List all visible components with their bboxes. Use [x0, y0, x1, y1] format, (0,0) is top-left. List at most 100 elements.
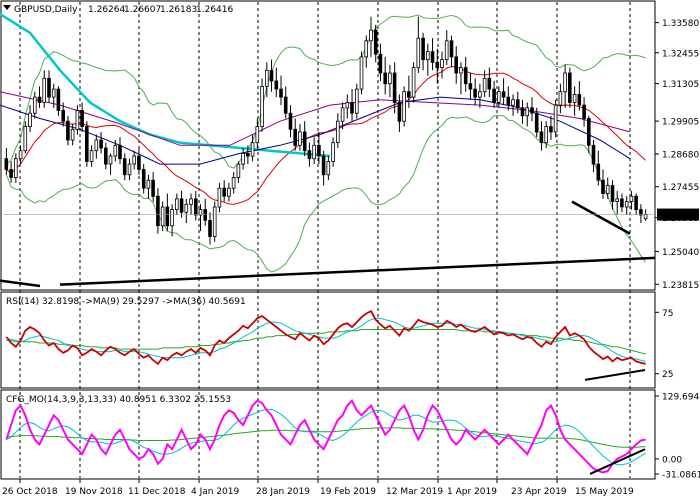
candle: [454, 46, 458, 84]
candle: [634, 193, 638, 215]
candle: [520, 99, 525, 124]
candle: [160, 201, 165, 232]
candle-body: [373, 29, 378, 55]
candle-body: [321, 155, 326, 176]
candle-body: [132, 155, 137, 165]
candle: [411, 62, 416, 103]
candle: [610, 180, 615, 210]
candle-body: [51, 88, 56, 98]
candle: [9, 161, 13, 183]
candle-body: [511, 99, 515, 106]
candle-body: [459, 67, 463, 74]
candle: [378, 43, 383, 82]
candle-body: [66, 120, 70, 141]
rsi-axis-label: 75: [662, 309, 673, 319]
candle: [99, 131, 103, 154]
x-axis-label: 1 Apr 2019: [447, 487, 497, 497]
candle-body: [591, 144, 596, 165]
cfg-axis-label: 0.00: [662, 455, 682, 465]
price-axis-label: 1.26305: [662, 214, 699, 224]
candle: [255, 118, 260, 149]
candle: [321, 150, 326, 186]
candle: [624, 196, 629, 215]
candle-body: [572, 94, 577, 103]
candle-body: [4, 158, 9, 170]
candle: [141, 164, 146, 194]
candle-body: [160, 206, 165, 227]
candle-body: [118, 144, 122, 160]
candle-body: [487, 77, 492, 90]
candle-body: [411, 67, 416, 98]
candle: [288, 105, 293, 138]
x-axis-label: 15 May 2019: [575, 487, 634, 497]
price-axis-label: 1.29905: [662, 118, 699, 128]
candle: [430, 38, 435, 71]
candle: [444, 30, 449, 65]
candle-body: [350, 102, 354, 114]
x-axis-label: 4 Jan 2019: [191, 487, 239, 497]
candle: [23, 121, 28, 154]
candle-body: [520, 107, 525, 117]
candle: [122, 153, 127, 181]
candle-body: [23, 126, 28, 152]
current-price-label: 1.26416: [660, 211, 697, 221]
candle-body: [506, 96, 511, 106]
candle: [302, 121, 307, 157]
candle-body: [643, 214, 648, 220]
candle: [75, 105, 80, 135]
trendline: [59, 256, 656, 286]
candle: [108, 153, 113, 175]
candle: [549, 115, 553, 140]
candle: [70, 123, 75, 146]
candle: [605, 177, 610, 199]
candle: [587, 115, 591, 154]
ohlc-close: 1.26416: [196, 5, 233, 15]
candle-body: [37, 96, 42, 103]
candle-body: [444, 40, 449, 60]
candle-body: [33, 96, 37, 114]
candle: [340, 102, 345, 130]
price-axis-label: 1.23815: [662, 281, 699, 291]
candle-body: [549, 126, 553, 133]
candle: [47, 70, 51, 103]
candle-body: [397, 102, 402, 122]
candle: [104, 142, 108, 170]
candle-body: [283, 96, 288, 114]
candle-body: [406, 91, 411, 98]
candle-body: [468, 83, 473, 90]
candle-body: [28, 112, 32, 127]
candle: [279, 75, 283, 106]
candle-body: [392, 72, 397, 103]
candle-body: [425, 51, 430, 60]
ohlc-low: 1.26183: [160, 5, 197, 15]
candle-body: [624, 201, 629, 208]
candle: [572, 86, 577, 116]
candle: [539, 121, 544, 151]
candle-body: [473, 88, 477, 98]
candle-body: [127, 163, 132, 176]
price-axis-label: 1.31305: [662, 80, 699, 90]
collapse-arrow-icon[interactable]: [3, 5, 11, 10]
candle: [113, 139, 118, 162]
candle: [250, 134, 255, 162]
candle-body: [179, 198, 184, 213]
candle: [397, 94, 402, 132]
candle-body: [331, 142, 335, 162]
candle: [80, 102, 84, 132]
candle-body: [198, 209, 203, 216]
candle: [85, 121, 89, 167]
candle: [506, 86, 511, 111]
candle: [496, 86, 501, 108]
candle: [449, 35, 454, 68]
candle: [402, 86, 406, 127]
candle: [392, 62, 397, 114]
candle-body: [156, 195, 160, 227]
candle: [331, 137, 335, 167]
candle: [525, 102, 529, 127]
candle-body: [227, 187, 231, 197]
candle-body: [151, 179, 155, 197]
trendline: [571, 200, 631, 235]
cfg-title: CFG_MO(14,3,9,3,13,33) 40.8951 6.3302 25…: [6, 395, 231, 405]
candle-body: [236, 163, 241, 178]
